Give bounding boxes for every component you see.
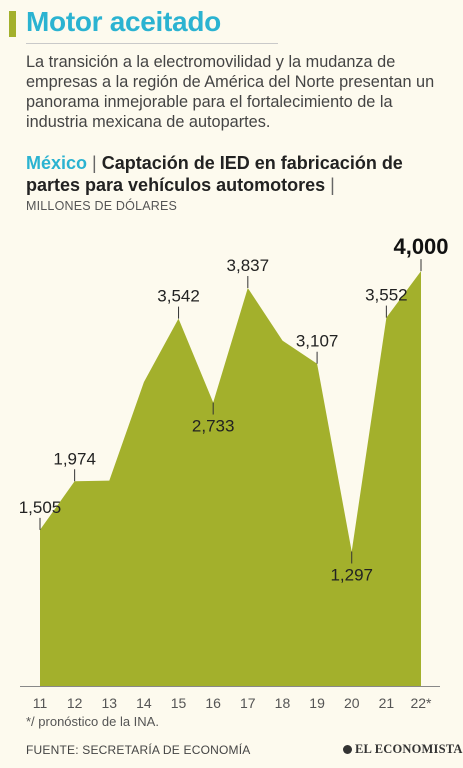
x-tick-label-19: 19	[309, 695, 325, 711]
x-tick-label-17: 17	[240, 695, 256, 711]
title-divider	[26, 43, 278, 44]
chart-title: Captación de IED en fabricación de parte…	[26, 153, 403, 195]
x-tick-label-21: 21	[379, 695, 395, 711]
data-label-20: 1,297	[330, 565, 373, 584]
x-tick-label-11: 11	[33, 695, 48, 711]
chart-units: MILLONES DE DÓLARES	[26, 199, 178, 213]
footnote: */ pronóstico de la INA.	[26, 714, 159, 729]
source-note: FUENTE: SECRETARÍA DE ECONOMÍA	[26, 743, 251, 757]
data-label-11: 1,505	[19, 498, 62, 517]
chart-country: México	[26, 153, 88, 173]
intro-text: La transición a la electromovilidad y la…	[26, 53, 435, 131]
x-tick-label-22: 22*	[410, 695, 432, 711]
chart-heading-trailing-separator: |	[330, 175, 335, 195]
x-tick-label-12: 12	[67, 695, 83, 711]
x-tick-label-13: 13	[101, 695, 117, 711]
area-chart: 11 12 13 14 15 16 17 18 19 20 21 22* 1,505 1,974 3,542…	[19, 234, 449, 711]
data-label-21: 3,552	[365, 286, 408, 305]
x-tick-label-16: 16	[205, 695, 221, 711]
x-tick-label-15: 15	[171, 695, 187, 711]
data-label-16: 2,733	[192, 417, 235, 436]
data-label-17: 3,837	[227, 256, 270, 275]
x-tick-label-20: 20	[344, 695, 360, 711]
brand-logo: EL ECONOMISTA	[343, 742, 463, 757]
chart-heading-separator: |	[92, 153, 97, 173]
x-tick-label-14: 14	[136, 695, 152, 711]
data-label-12: 1,974	[53, 449, 96, 468]
data-label-22: 4,000	[393, 234, 448, 259]
area-series	[40, 271, 421, 686]
data-label-15: 3,542	[157, 287, 200, 306]
brand-logo-text: EL ECONOMISTA	[355, 742, 463, 756]
x-tick-label-18: 18	[275, 695, 291, 711]
data-label-19: 3,107	[296, 332, 339, 351]
page-title: Motor aceitado	[26, 6, 221, 37]
title-accent-bar	[9, 11, 16, 37]
chart-heading: México | Captación de IED en fabricación…	[26, 152, 446, 196]
brand-logo-icon	[343, 745, 352, 754]
